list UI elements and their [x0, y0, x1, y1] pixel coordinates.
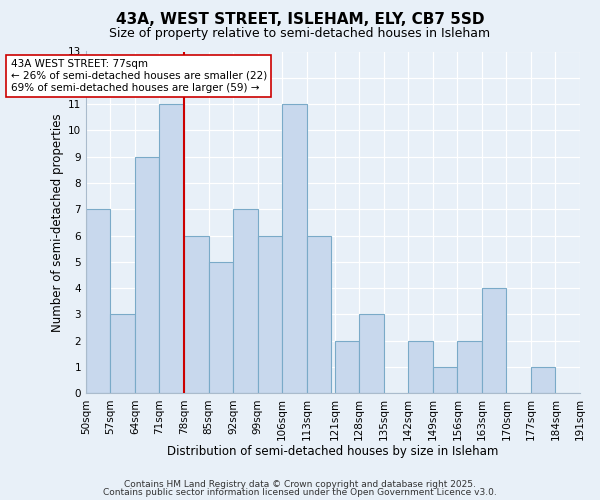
Bar	[110, 314, 135, 394]
Bar	[184, 236, 209, 394]
Text: Size of property relative to semi-detached houses in Isleham: Size of property relative to semi-detach…	[109, 28, 491, 40]
Text: 43A WEST STREET: 77sqm
← 26% of semi-detached houses are smaller (22)
69% of sem: 43A WEST STREET: 77sqm ← 26% of semi-det…	[11, 60, 267, 92]
Bar	[482, 288, 506, 394]
Text: 43A, WEST STREET, ISLEHAM, ELY, CB7 5SD: 43A, WEST STREET, ISLEHAM, ELY, CB7 5SD	[116, 12, 484, 28]
Bar	[135, 156, 160, 394]
Bar	[86, 210, 110, 394]
Bar	[335, 341, 359, 394]
Bar	[209, 262, 233, 394]
Y-axis label: Number of semi-detached properties: Number of semi-detached properties	[50, 113, 64, 332]
Bar	[257, 236, 282, 394]
Bar	[160, 104, 184, 394]
Bar	[233, 210, 257, 394]
Bar	[307, 236, 331, 394]
Bar	[457, 341, 482, 394]
Text: Contains HM Land Registry data © Crown copyright and database right 2025.: Contains HM Land Registry data © Crown c…	[124, 480, 476, 489]
Bar	[359, 314, 384, 394]
Bar	[282, 104, 307, 394]
Text: Contains public sector information licensed under the Open Government Licence v3: Contains public sector information licen…	[103, 488, 497, 497]
X-axis label: Distribution of semi-detached houses by size in Isleham: Distribution of semi-detached houses by …	[167, 444, 499, 458]
Bar	[531, 367, 556, 394]
Bar	[433, 367, 457, 394]
Bar	[408, 341, 433, 394]
